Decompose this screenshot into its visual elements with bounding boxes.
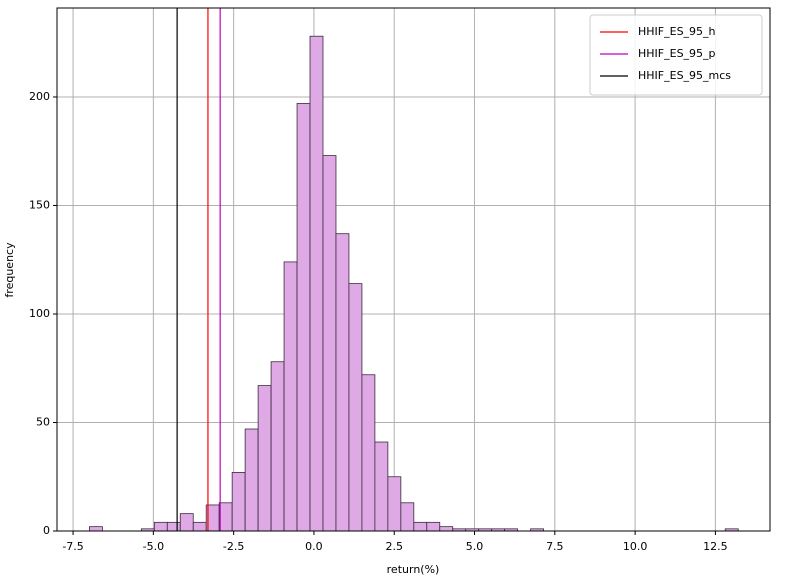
legend-label: HHIF_ES_95_p: [638, 47, 716, 60]
x-tick-label: -5.0: [143, 540, 164, 553]
bar: [374, 441, 389, 532]
bar: [309, 35, 324, 532]
x-tick-label: -7.5: [62, 540, 83, 553]
bar: [283, 261, 298, 532]
y-tick-label: 150: [29, 198, 50, 211]
bar: [387, 476, 402, 532]
legend-label: HHIF_ES_95_mcs: [638, 69, 731, 82]
bar: [296, 103, 311, 532]
bar: [192, 521, 207, 532]
y-axis-label: frequency: [3, 242, 16, 298]
x-tick-label: 0.0: [305, 540, 323, 553]
legend-label: HHIF_ES_95_h: [638, 25, 716, 38]
bar: [244, 428, 259, 532]
bar: [166, 521, 181, 532]
bar: [270, 361, 285, 532]
bar: [400, 502, 415, 532]
y-tick-label: 0: [43, 524, 50, 537]
bar: [179, 513, 194, 532]
bar: [218, 502, 233, 532]
bar: [257, 385, 272, 532]
bar: [348, 283, 363, 532]
y-tick-label: 100: [29, 307, 50, 320]
plot-frame: [56, 7, 771, 532]
y-tick-label: 200: [29, 90, 50, 103]
bar: [439, 526, 454, 532]
x-tick-label: 10.0: [623, 540, 648, 553]
bar: [361, 374, 376, 532]
x-axis-label: return(%): [387, 563, 440, 576]
x-tick-label: -2.5: [223, 540, 244, 553]
bar: [426, 521, 441, 532]
bar: [413, 521, 428, 532]
bar: [322, 155, 337, 532]
bar: [153, 521, 168, 532]
x-tick-label: 5.0: [466, 540, 484, 553]
bar: [335, 233, 350, 532]
legend-box: [589, 14, 763, 96]
x-tick-label: 12.5: [703, 540, 728, 553]
bar: [89, 526, 103, 532]
x-tick-label: 2.5: [385, 540, 403, 553]
y-tick-label: 50: [36, 415, 50, 428]
x-tick-label: 7.5: [546, 540, 564, 553]
bar: [231, 472, 246, 532]
